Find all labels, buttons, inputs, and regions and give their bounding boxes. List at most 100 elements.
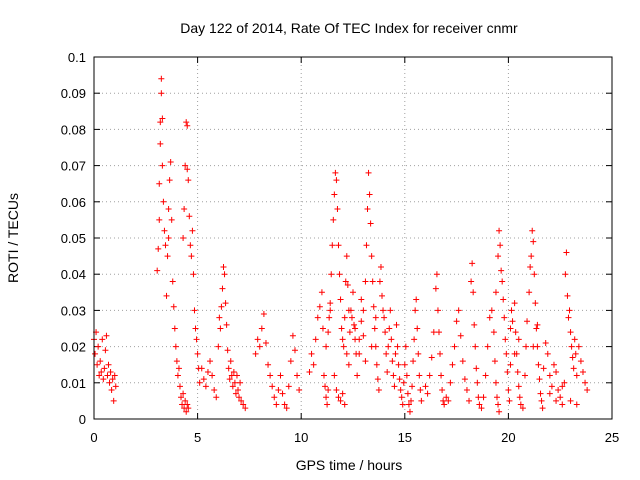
data-point — [500, 296, 507, 303]
data-point — [438, 372, 445, 379]
data-point — [557, 394, 564, 401]
data-point — [95, 343, 102, 350]
data-point — [428, 354, 435, 361]
data-point — [215, 343, 222, 350]
data-point — [566, 307, 573, 314]
data-point — [343, 350, 350, 357]
data-point — [171, 325, 178, 332]
data-point — [267, 372, 274, 379]
data-point — [492, 289, 499, 296]
data-point — [374, 376, 381, 383]
data-point — [275, 387, 282, 394]
data-point — [196, 379, 203, 386]
data-point — [495, 401, 502, 408]
data-point — [368, 343, 375, 350]
data-point — [403, 372, 410, 379]
data-point — [401, 361, 408, 368]
data-point — [534, 321, 541, 328]
data-point — [516, 394, 523, 401]
data-point — [320, 372, 327, 379]
data-point — [335, 242, 342, 249]
data-point — [103, 332, 110, 339]
data-point — [358, 296, 365, 303]
data-point — [262, 339, 269, 346]
data-point — [104, 372, 111, 379]
data-point — [351, 321, 358, 328]
data-point — [567, 397, 574, 404]
data-point — [491, 358, 498, 365]
data-point — [501, 314, 508, 321]
data-point — [388, 336, 395, 343]
data-point — [434, 307, 441, 314]
data-point — [542, 339, 549, 346]
data-point — [155, 245, 162, 252]
data-point — [364, 206, 371, 213]
data-point — [530, 238, 537, 245]
data-point — [473, 365, 480, 372]
data-point — [207, 358, 214, 365]
data-point — [213, 394, 220, 401]
data-point — [358, 318, 365, 325]
data-point — [383, 350, 390, 357]
data-point — [424, 390, 431, 397]
data-point — [154, 267, 161, 274]
data-point — [397, 387, 404, 394]
data-point — [232, 390, 239, 397]
data-point — [382, 329, 389, 336]
data-point — [179, 401, 186, 408]
data-point — [375, 387, 382, 394]
data-point — [524, 318, 531, 325]
data-point — [175, 365, 182, 372]
data-point — [220, 263, 227, 270]
data-point — [390, 372, 397, 379]
data-point — [455, 307, 462, 314]
data-point — [505, 387, 512, 394]
data-point — [582, 379, 589, 386]
y-axis-ticks: 0 0.01 0.02 0.03 0.04 0.05 0.06 0.07 0.08 0.09 0.1 — [61, 50, 612, 427]
data-point — [281, 401, 288, 408]
data-point — [165, 235, 172, 241]
data-points — [91, 75, 591, 415]
data-point — [217, 325, 224, 332]
data-point — [515, 336, 522, 343]
data-point — [519, 405, 526, 412]
data-point — [536, 376, 543, 383]
data-point — [482, 372, 489, 379]
data-point — [515, 383, 522, 390]
data-point — [166, 177, 173, 184]
data-point — [183, 119, 190, 126]
data-point — [564, 292, 571, 299]
data-point — [111, 372, 118, 379]
data-point — [360, 332, 367, 339]
data-point — [408, 397, 415, 404]
data-point — [291, 347, 298, 354]
data-point — [336, 271, 343, 278]
data-point — [287, 358, 294, 365]
data-point — [405, 401, 412, 408]
data-point — [325, 387, 332, 394]
data-point — [356, 336, 363, 343]
data-point — [229, 383, 236, 390]
x-axis-label: GPS time / hours — [296, 457, 403, 473]
data-point — [318, 289, 325, 296]
data-point — [415, 350, 422, 357]
data-point — [461, 376, 468, 383]
data-point — [402, 343, 409, 350]
y-axis-label: ROTI / TECUs — [5, 193, 21, 283]
data-point — [236, 394, 243, 401]
data-point — [380, 307, 387, 314]
data-point — [339, 336, 346, 343]
data-point — [356, 350, 363, 357]
data-point — [277, 372, 284, 379]
data-point — [498, 267, 505, 274]
data-point — [333, 387, 340, 394]
data-point — [561, 379, 568, 386]
y-tick-label: 0.1 — [68, 50, 86, 65]
data-point — [334, 206, 341, 213]
data-point — [453, 318, 460, 325]
data-point — [472, 343, 479, 350]
data-point — [254, 336, 261, 343]
data-point — [530, 343, 537, 350]
data-point — [577, 358, 584, 365]
data-point — [294, 372, 301, 379]
